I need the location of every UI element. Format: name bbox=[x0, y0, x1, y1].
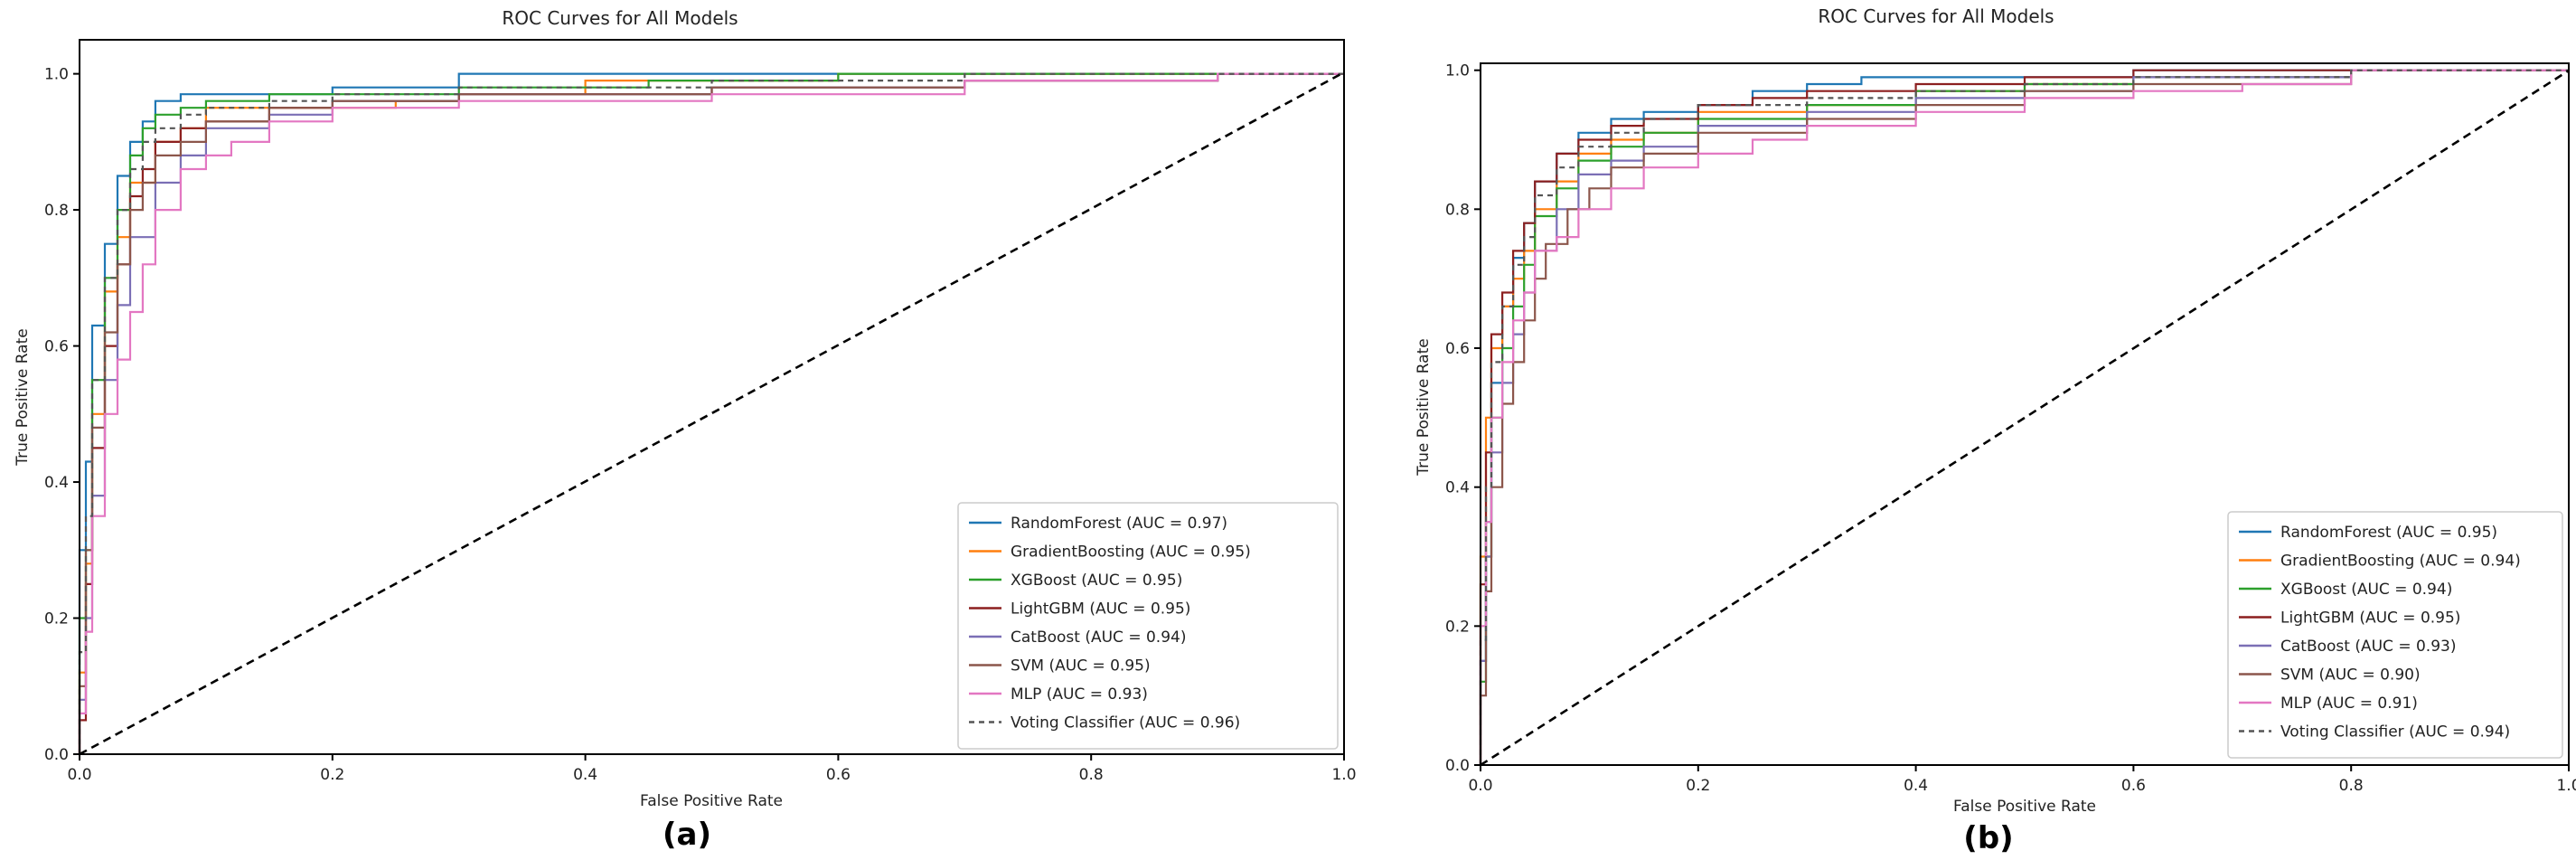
roc-curve-a-svm bbox=[78, 72, 1344, 754]
legend-label-b-catboost: CatBoost (AUC = 0.93) bbox=[2280, 638, 2456, 656]
y-tick-label-b: 0.4 bbox=[1445, 479, 1470, 497]
roc-chart-a: ROC Curves for All Models 0.0 0.2 0.4 0.6 0.… bbox=[14, 7, 1357, 853]
chart-title-a: ROC Curves for All Models bbox=[502, 7, 738, 29]
x-tick-label-b: 0.6 bbox=[2121, 777, 2146, 795]
axes-frame-a bbox=[79, 39, 1345, 755]
axes-frame-b bbox=[1480, 62, 2570, 766]
x-tick-label-b: 1.0 bbox=[2556, 777, 2576, 795]
legend-label-a-xgboost: XGBoost (AUC = 0.95) bbox=[1011, 572, 1182, 590]
y-tick-label-a: 1.0 bbox=[44, 66, 69, 84]
legend-label-b-voting: Voting Classifier (AUC = 0.94) bbox=[2280, 723, 2510, 742]
y-tick-label-a: 0.0 bbox=[44, 746, 69, 764]
roc-chart-b: ROC Curves for All Models 0.0 0.2 0.4 0.6 0.… bbox=[1415, 5, 2576, 856]
y-axis-label-b: True Positive Rate bbox=[1415, 338, 1433, 476]
x-tick-label-b: 0.2 bbox=[1686, 777, 1710, 795]
legend-box-a bbox=[957, 502, 1339, 750]
legend-label-a-voting: Voting Classifier (AUC = 0.96) bbox=[1011, 714, 1240, 732]
chart-title-b: ROC Curves for All Models bbox=[1818, 5, 2054, 27]
legend-label-a-lightgbm: LightGBM (AUC = 0.95) bbox=[1011, 600, 1190, 619]
legend-label-b-mlp: MLP (AUC = 0.91) bbox=[2280, 695, 2418, 713]
x-axis-label-b: False Positive Rate bbox=[1953, 798, 2096, 816]
plot-area-a bbox=[78, 72, 1344, 754]
x-tick-label-b: 0.0 bbox=[1468, 777, 1492, 795]
x-tick-label-a: 1.0 bbox=[1331, 766, 1356, 784]
legend-b: RandomForest (AUC = 0.95) GradientBoostin… bbox=[2227, 511, 2563, 759]
legend-label-b-xgboost: XGBoost (AUC = 0.94) bbox=[2280, 581, 2452, 599]
x-tick-label-b: 0.8 bbox=[2339, 777, 2364, 795]
legend-label-b-svm: SVM (AUC = 0.90) bbox=[2280, 666, 2421, 685]
roc-curve-b-lightgbm bbox=[1479, 69, 2569, 765]
roc-curve-b-mlp bbox=[1479, 69, 2569, 765]
axis-ticks-a: 0.0 0.2 0.4 0.6 0.8 1.0 0.0 0.2 0.4 0.6 0.8 1.0 bbox=[44, 66, 1357, 784]
y-tick-label-b: 0.2 bbox=[1445, 618, 1470, 636]
y-tick-label-a: 0.2 bbox=[44, 610, 69, 628]
x-tick-label-a: 0.6 bbox=[826, 766, 851, 784]
plot-area-b bbox=[1479, 69, 2569, 765]
legend-label-a-randomforest: RandomForest (AUC = 0.97) bbox=[1011, 515, 1227, 533]
x-tick-label-a: 0.4 bbox=[573, 766, 597, 784]
roc-curve-a-randomforest bbox=[78, 72, 1344, 754]
roc-curve-b-voting bbox=[1479, 69, 2569, 765]
roc-curve-a-mlp bbox=[78, 72, 1344, 754]
legend-label-a-catboost: CatBoost (AUC = 0.94) bbox=[1011, 628, 1186, 647]
x-tick-label-a: 0.0 bbox=[67, 766, 91, 784]
legend-label-b-gradientboosting: GradientBoosting (AUC = 0.94) bbox=[2280, 553, 2521, 571]
legend-label-b-randomforest: RandomForest (AUC = 0.95) bbox=[2280, 524, 2497, 542]
y-tick-label-b: 0.8 bbox=[1445, 201, 1470, 219]
legend-label-b-lightgbm: LightGBM (AUC = 0.95) bbox=[2280, 610, 2460, 628]
legend-a: RandomForest (AUC = 0.97) GradientBoostin… bbox=[957, 502, 1339, 750]
chance-diagonal-b bbox=[1480, 69, 2570, 767]
y-tick-label-a: 0.6 bbox=[44, 338, 69, 356]
roc-curve-b-randomforest bbox=[1479, 69, 2569, 765]
y-axis-label-a: True Positive Rate bbox=[14, 328, 32, 466]
legend-box-b bbox=[2227, 511, 2563, 759]
chance-diagonal-a bbox=[79, 71, 1345, 756]
y-tick-label-b: 1.0 bbox=[1445, 62, 1470, 80]
axis-ticks-b: 0.0 0.2 0.4 0.6 0.8 1.0 0.0 0.2 0.4 0.6 0.8 1.0 bbox=[1445, 62, 2576, 795]
legend-label-a-gradientboosting: GradientBoosting (AUC = 0.95) bbox=[1011, 543, 1251, 562]
panel-label-b: (b) bbox=[1963, 820, 2013, 856]
panel-label-a: (a) bbox=[663, 817, 711, 853]
legend-label-a-mlp: MLP (AUC = 0.93) bbox=[1011, 685, 1148, 704]
x-axis-label-a: False Positive Rate bbox=[640, 792, 783, 810]
roc-curve-a-voting bbox=[78, 72, 1344, 754]
x-tick-label-a: 0.8 bbox=[1079, 766, 1104, 784]
x-tick-label-a: 0.2 bbox=[320, 766, 344, 784]
legend-label-a-svm: SVM (AUC = 0.95) bbox=[1011, 657, 1151, 676]
y-tick-label-b: 0.0 bbox=[1445, 757, 1470, 775]
y-tick-label-a: 0.8 bbox=[44, 202, 69, 220]
x-tick-label-b: 0.4 bbox=[1904, 777, 1928, 795]
y-tick-label-b: 0.6 bbox=[1445, 340, 1470, 358]
y-tick-label-a: 0.4 bbox=[44, 474, 69, 492]
